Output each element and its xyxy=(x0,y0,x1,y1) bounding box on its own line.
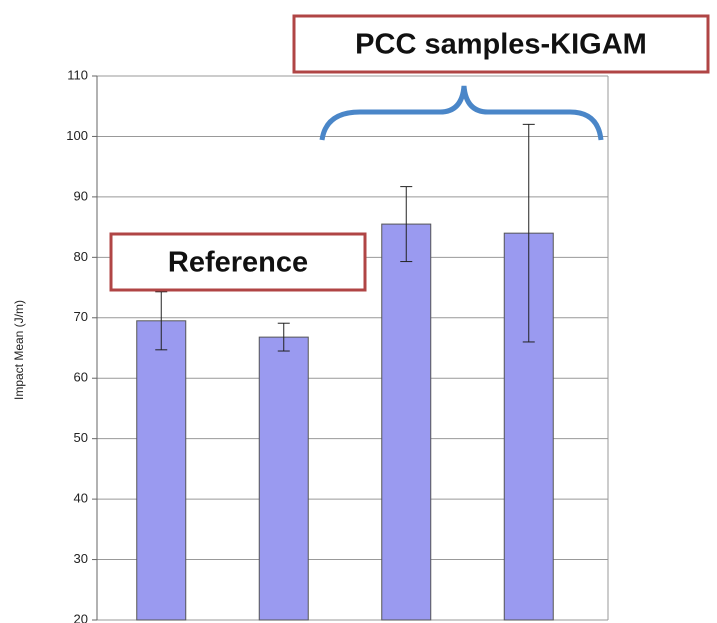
y-tick-label: 80 xyxy=(74,249,88,264)
bar xyxy=(136,320,187,621)
y-axis-label: Impact Mean (J/m) xyxy=(12,300,26,400)
y-tick-label: 110 xyxy=(67,67,88,82)
y-tick-label: 30 xyxy=(74,551,88,566)
annotation: Reference xyxy=(168,247,308,279)
error-bar xyxy=(155,291,168,351)
y-tick-label: 90 xyxy=(74,188,88,203)
y-tick-label: 70 xyxy=(74,309,88,324)
bar xyxy=(258,336,309,621)
y-tick-label: 40 xyxy=(74,491,88,506)
annotation: PCC samples-KIGAM xyxy=(355,29,647,61)
error-bar xyxy=(522,123,535,343)
annotation-box xyxy=(292,14,710,74)
y-tick-label: 20 xyxy=(74,611,88,623)
bar xyxy=(381,223,432,621)
error-bar xyxy=(400,186,413,263)
y-tick-label: 100 xyxy=(66,128,88,143)
annotation-box xyxy=(109,232,367,292)
bracket xyxy=(319,85,604,141)
y-tick-label: 60 xyxy=(74,370,88,385)
y-tick-label: 50 xyxy=(74,430,88,445)
error-bar xyxy=(277,322,290,352)
